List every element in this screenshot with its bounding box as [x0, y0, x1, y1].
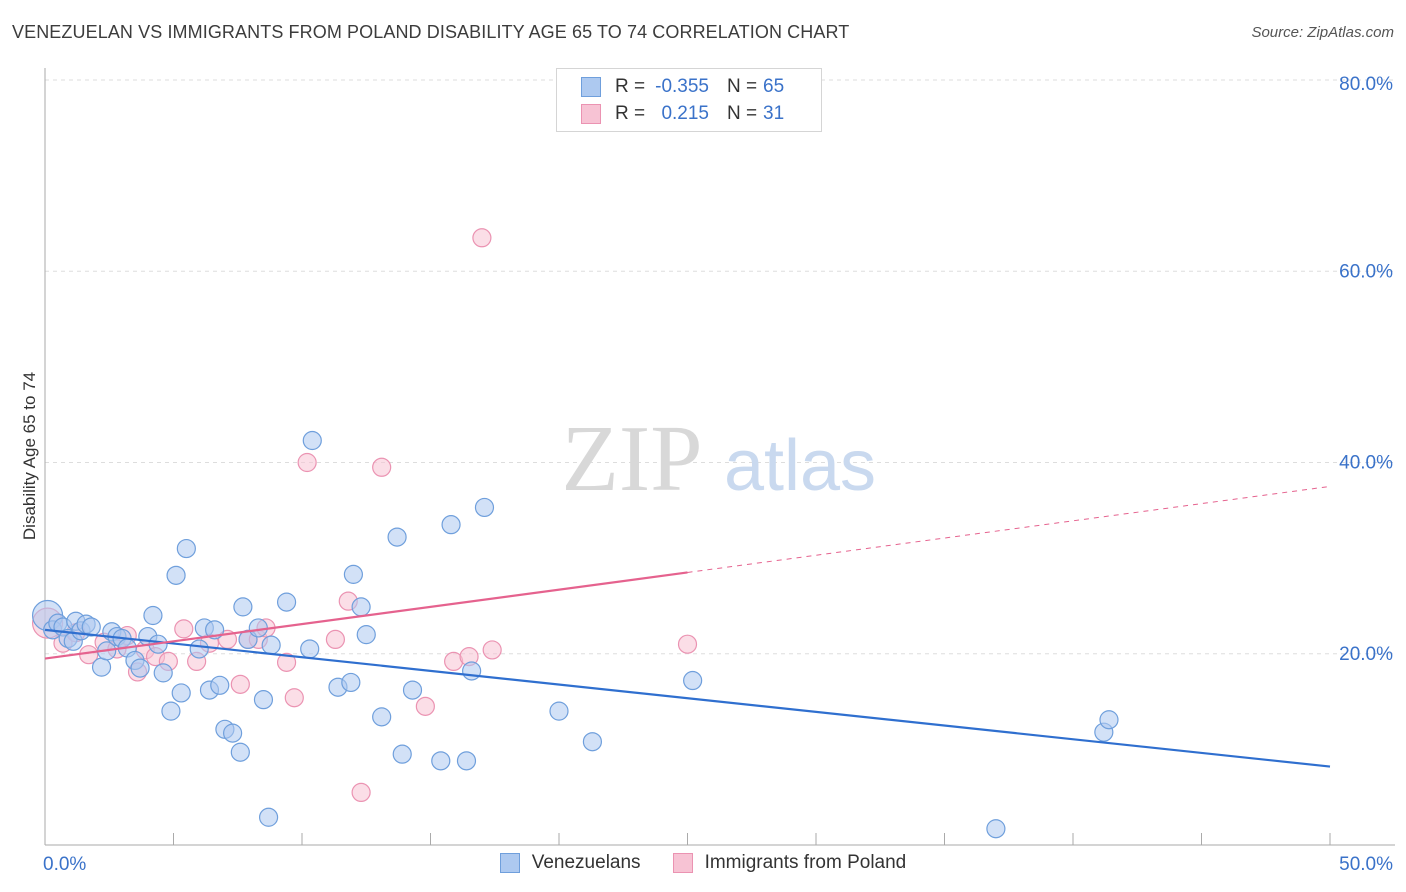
- trendline-venezuelans: [44, 628, 1331, 768]
- data-point-venezuelans: [189, 639, 209, 659]
- data-point-venezuelans: [549, 701, 569, 721]
- data-point-venezuelans: [387, 527, 407, 547]
- data-point-poland: [372, 457, 392, 477]
- data-point-venezuelans: [233, 597, 253, 617]
- data-point-poland: [677, 634, 698, 654]
- correlation-legend: R = -0.355 N = 65 R = 0.215 N = 31: [556, 68, 822, 132]
- data-point-venezuelans: [462, 661, 482, 681]
- data-point-venezuelans: [161, 701, 181, 721]
- data-point-venezuelans: [81, 617, 101, 637]
- data-point-poland: [482, 640, 502, 660]
- data-point-venezuelans: [986, 819, 1006, 839]
- legend-r-value-venezuelans: -0.355: [655, 76, 709, 97]
- data-point-venezuelans: [474, 497, 495, 518]
- data-point-venezuelans: [372, 707, 392, 727]
- data-point-poland: [230, 674, 250, 694]
- data-point-venezuelans: [171, 683, 191, 703]
- axes: [44, 68, 1395, 846]
- data-point-venezuelans: [683, 670, 703, 691]
- data-point-venezuelans: [153, 663, 173, 683]
- data-point-poland: [472, 228, 492, 248]
- data-point-poland: [415, 696, 435, 716]
- data-point-poland: [276, 652, 297, 672]
- chart-title: VENEZUELAN VS IMMIGRANTS FROM POLAND DIS…: [12, 22, 850, 42]
- data-point-venezuelans: [91, 657, 112, 677]
- watermark-zip: ZIP: [562, 407, 703, 511]
- legend-swatch-pink: [581, 104, 601, 124]
- data-point-venezuelans: [248, 618, 268, 638]
- legend-r-value-poland: 0.215: [661, 103, 709, 124]
- watermark: ZIP atlas: [562, 407, 877, 511]
- data-point-venezuelans: [431, 751, 451, 771]
- legend-row-poland: R = 0.215 N = 31: [581, 102, 784, 126]
- legend-label-poland: Immigrants from Poland: [704, 852, 907, 873]
- data-point-venezuelans: [223, 723, 243, 743]
- data-point-venezuelans: [441, 515, 461, 535]
- legend-n-label: N =: [727, 103, 758, 124]
- legend-row-venezuelans: R = -0.355 N = 65: [581, 75, 784, 99]
- x-tick-label: 50.0%: [1339, 854, 1393, 875]
- data-point-venezuelans: [402, 680, 423, 700]
- legend-label-venezuelans: Venezuelans: [531, 852, 641, 873]
- data-point-venezuelans: [456, 751, 477, 771]
- legend-n-label: N =: [727, 76, 758, 97]
- x-tick-label: 0.0%: [43, 854, 86, 875]
- data-point-poland: [284, 688, 304, 708]
- legend-item-poland[interactable]: Immigrants from Poland: [672, 852, 907, 874]
- data-point-venezuelans: [261, 635, 281, 655]
- series-legend: Venezuelans Immigrants from Poland: [0, 852, 1406, 874]
- data-point-venezuelans: [392, 744, 412, 764]
- data-point-venezuelans: [276, 592, 297, 612]
- trendlines: [44, 485, 1331, 768]
- data-point-venezuelans: [253, 690, 274, 710]
- data-point-venezuelans: [210, 675, 230, 695]
- legend-r-label: R =: [615, 103, 646, 124]
- legend-n-value-poland: 31: [763, 103, 785, 124]
- data-point-venezuelans: [302, 430, 322, 451]
- data-point-venezuelans: [582, 732, 603, 752]
- data-point-venezuelans: [176, 538, 196, 559]
- data-point-venezuelans: [166, 565, 186, 585]
- data-point-poland: [174, 619, 194, 639]
- data-point-poland: [325, 629, 346, 650]
- legend-swatch-blue: [499, 853, 520, 873]
- data-point-venezuelans: [351, 597, 371, 617]
- legend-n-value-venezuelans: 65: [763, 76, 785, 97]
- data-point-venezuelans: [230, 742, 250, 762]
- y-tick-label: 60.0%: [1339, 261, 1393, 282]
- data-point-venezuelans: [300, 639, 320, 659]
- trendline-poland-extension: [687, 485, 1331, 573]
- data-point-venezuelans: [1099, 710, 1119, 730]
- data-point-venezuelans: [341, 672, 361, 693]
- tick-labels: 20.0% 40.0% 60.0% 80.0% 0.0% 50.0%: [43, 74, 1393, 875]
- data-point-venezuelans: [130, 658, 150, 678]
- legend-r-label: R =: [615, 76, 646, 97]
- data-point-venezuelans: [143, 605, 163, 626]
- data-point-venezuelans: [343, 564, 363, 584]
- watermark-atlas: atlas: [724, 426, 876, 506]
- source-label: Source: ZipAtlas.com: [1251, 24, 1394, 41]
- legend-item-venezuelans[interactable]: Venezuelans: [499, 852, 641, 874]
- legend-swatch-blue: [581, 77, 601, 97]
- pink-series-points: [31, 228, 698, 803]
- data-point-venezuelans: [356, 625, 376, 645]
- data-point-poland: [297, 452, 317, 473]
- legend-swatch-pink: [672, 853, 693, 873]
- trendline-poland: [44, 571, 688, 660]
- data-point-venezuelans: [258, 807, 279, 827]
- data-point-poland: [351, 782, 371, 803]
- y-tick-label: 40.0%: [1339, 453, 1393, 474]
- y-tick-label: 20.0%: [1339, 644, 1393, 665]
- y-tick-label: 80.0%: [1339, 74, 1393, 95]
